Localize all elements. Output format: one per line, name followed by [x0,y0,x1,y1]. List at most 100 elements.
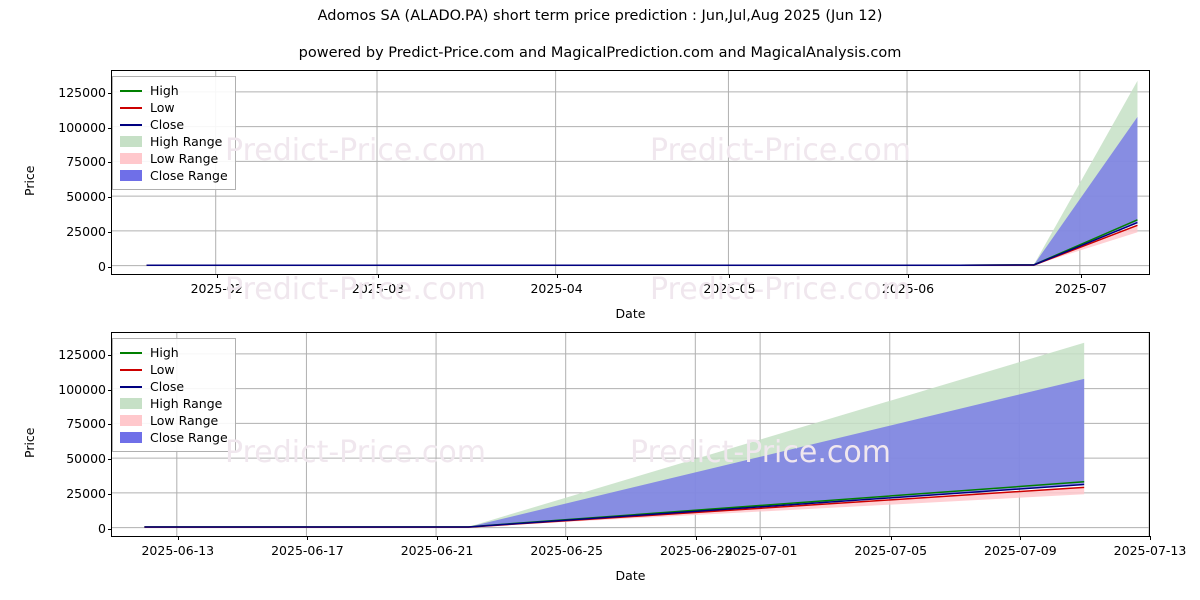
y-tick-mark [108,389,112,391]
legend-swatch-close [120,381,142,392]
legend-swatch-high-range [120,398,142,409]
legend-swatch-high [120,85,142,96]
x-tick-mark [378,274,379,278]
legend-swatch-close [120,119,142,130]
legend-item: Low Range [120,412,228,429]
watermark-text: Predict-Price.com [650,133,911,168]
y-tick-label: 75000 [66,154,106,170]
page-title: Adomos SA (ALADO.PA) short term price pr… [317,8,883,24]
y-tick-mark [108,231,112,233]
x-tick-label: 2025-04 [530,281,583,296]
y-tick-label: 100000 [58,119,106,135]
y-tick-mark [108,528,112,530]
x-tick-mark [1080,274,1082,278]
x-tick-mark [556,274,558,278]
legend-swatch-high-range [120,136,142,147]
legend-label: Low Range [150,413,219,428]
y-tick-mark [108,266,112,268]
legend-swatch-close-range [120,170,142,181]
x-tick-label: 2025-03 [351,281,405,296]
y-tick-mark [108,92,112,94]
x-tick-label: 2025-07 [1054,281,1107,296]
legend-label: High [150,83,179,98]
y-tick-label: 25000 [66,485,106,501]
legend-swatch-low [120,102,142,113]
x-tick-label: 2025-05 [703,281,756,296]
legend-label: High Range [150,396,223,411]
y-tick-label: 75000 [66,416,106,432]
watermark-text: Predict-Price.com [225,272,486,307]
x-tick-label: 2025-06-13 [141,543,215,558]
x-tick-mark [437,536,439,540]
top-x-axis-label: Date [615,306,646,321]
x-tick-label: 2025-07-13 [1113,543,1187,558]
y-tick-mark [108,162,112,164]
x-tick-label: 2025-06 [881,281,935,296]
y-tick-label: 50000 [66,189,106,205]
y-tick-mark [108,493,112,495]
top-y-axis-label: Price [22,165,37,197]
x-tick-mark [729,274,731,278]
top-plot-area [111,70,1150,275]
watermark-text: Predict-Price.com [225,133,486,168]
page-subtitle: powered by Predict-Price.com and Magical… [298,45,902,61]
legend-label: Low [150,362,175,377]
y-tick-label: 50000 [66,451,106,467]
legend-item: Close [120,116,228,133]
bottom-x-axis-label: Date [615,568,646,583]
x-tick-mark [1020,536,1022,540]
bottom-legend: High Low Close High Range Low Range Close Ran… [112,338,236,452]
watermark-text: Predict-Price.com [225,435,486,470]
legend-swatch-low-range [120,415,142,426]
x-tick-label: 2025-07-09 [984,543,1057,558]
x-tick-mark [761,536,763,540]
x-tick-label: 2025-06-21 [400,543,474,558]
x-tick-mark [177,536,179,540]
legend-item: Close [120,378,228,395]
legend-item: High [120,82,228,99]
legend-item: Close Range [120,429,228,446]
legend-label: Low Range [150,151,219,166]
y-tick-mark [108,459,112,461]
x-tick-mark [566,536,568,540]
x-tick-mark [1150,536,1151,540]
y-tick-label: 125000 [58,346,106,362]
legend-item: Close Range [120,167,228,184]
x-tick-mark [307,536,309,540]
legend-swatch-low-range [120,153,142,164]
y-tick-mark [108,127,112,129]
x-tick-mark [908,274,910,278]
bottom-plot-area [111,332,1150,537]
legend-label: High [150,345,179,360]
legend-label: High Range [150,134,223,149]
y-tick-label: 125000 [58,84,106,100]
y-tick-mark [108,197,112,199]
x-tick-label: 2025-06-17 [271,543,344,558]
watermark-text: Predict-Price.com [650,272,911,307]
y-tick-label: 25000 [66,223,106,239]
legend-swatch-low [120,364,142,375]
legend-item: Low [120,99,228,116]
x-tick-label: 2025-06-25 [530,543,604,558]
legend-item: Low Range [120,150,228,167]
legend-item: Low [120,361,228,378]
y-tick-label: 100000 [58,381,106,397]
x-tick-label: 2025-07-05 [854,543,928,558]
x-tick-label: 2025-02 [190,281,243,296]
legend-label: Low [150,100,175,115]
legend-label: Close [150,117,185,132]
y-tick-label: 0 [98,520,106,536]
legend-swatch-close-range [120,432,142,443]
x-tick-mark [890,536,892,540]
legend-label: Close Range [150,430,228,445]
x-tick-mark [696,536,698,540]
y-tick-label: 0 [98,258,106,274]
bottom-y-axis-label: Price [22,427,37,459]
legend-item: High Range [120,133,228,150]
legend-swatch-high [120,347,142,358]
legend-item: High Range [120,395,228,412]
legend-label: Close [150,379,185,394]
x-tick-label: 2025-06-29 [659,543,733,558]
x-tick-mark [216,274,218,278]
